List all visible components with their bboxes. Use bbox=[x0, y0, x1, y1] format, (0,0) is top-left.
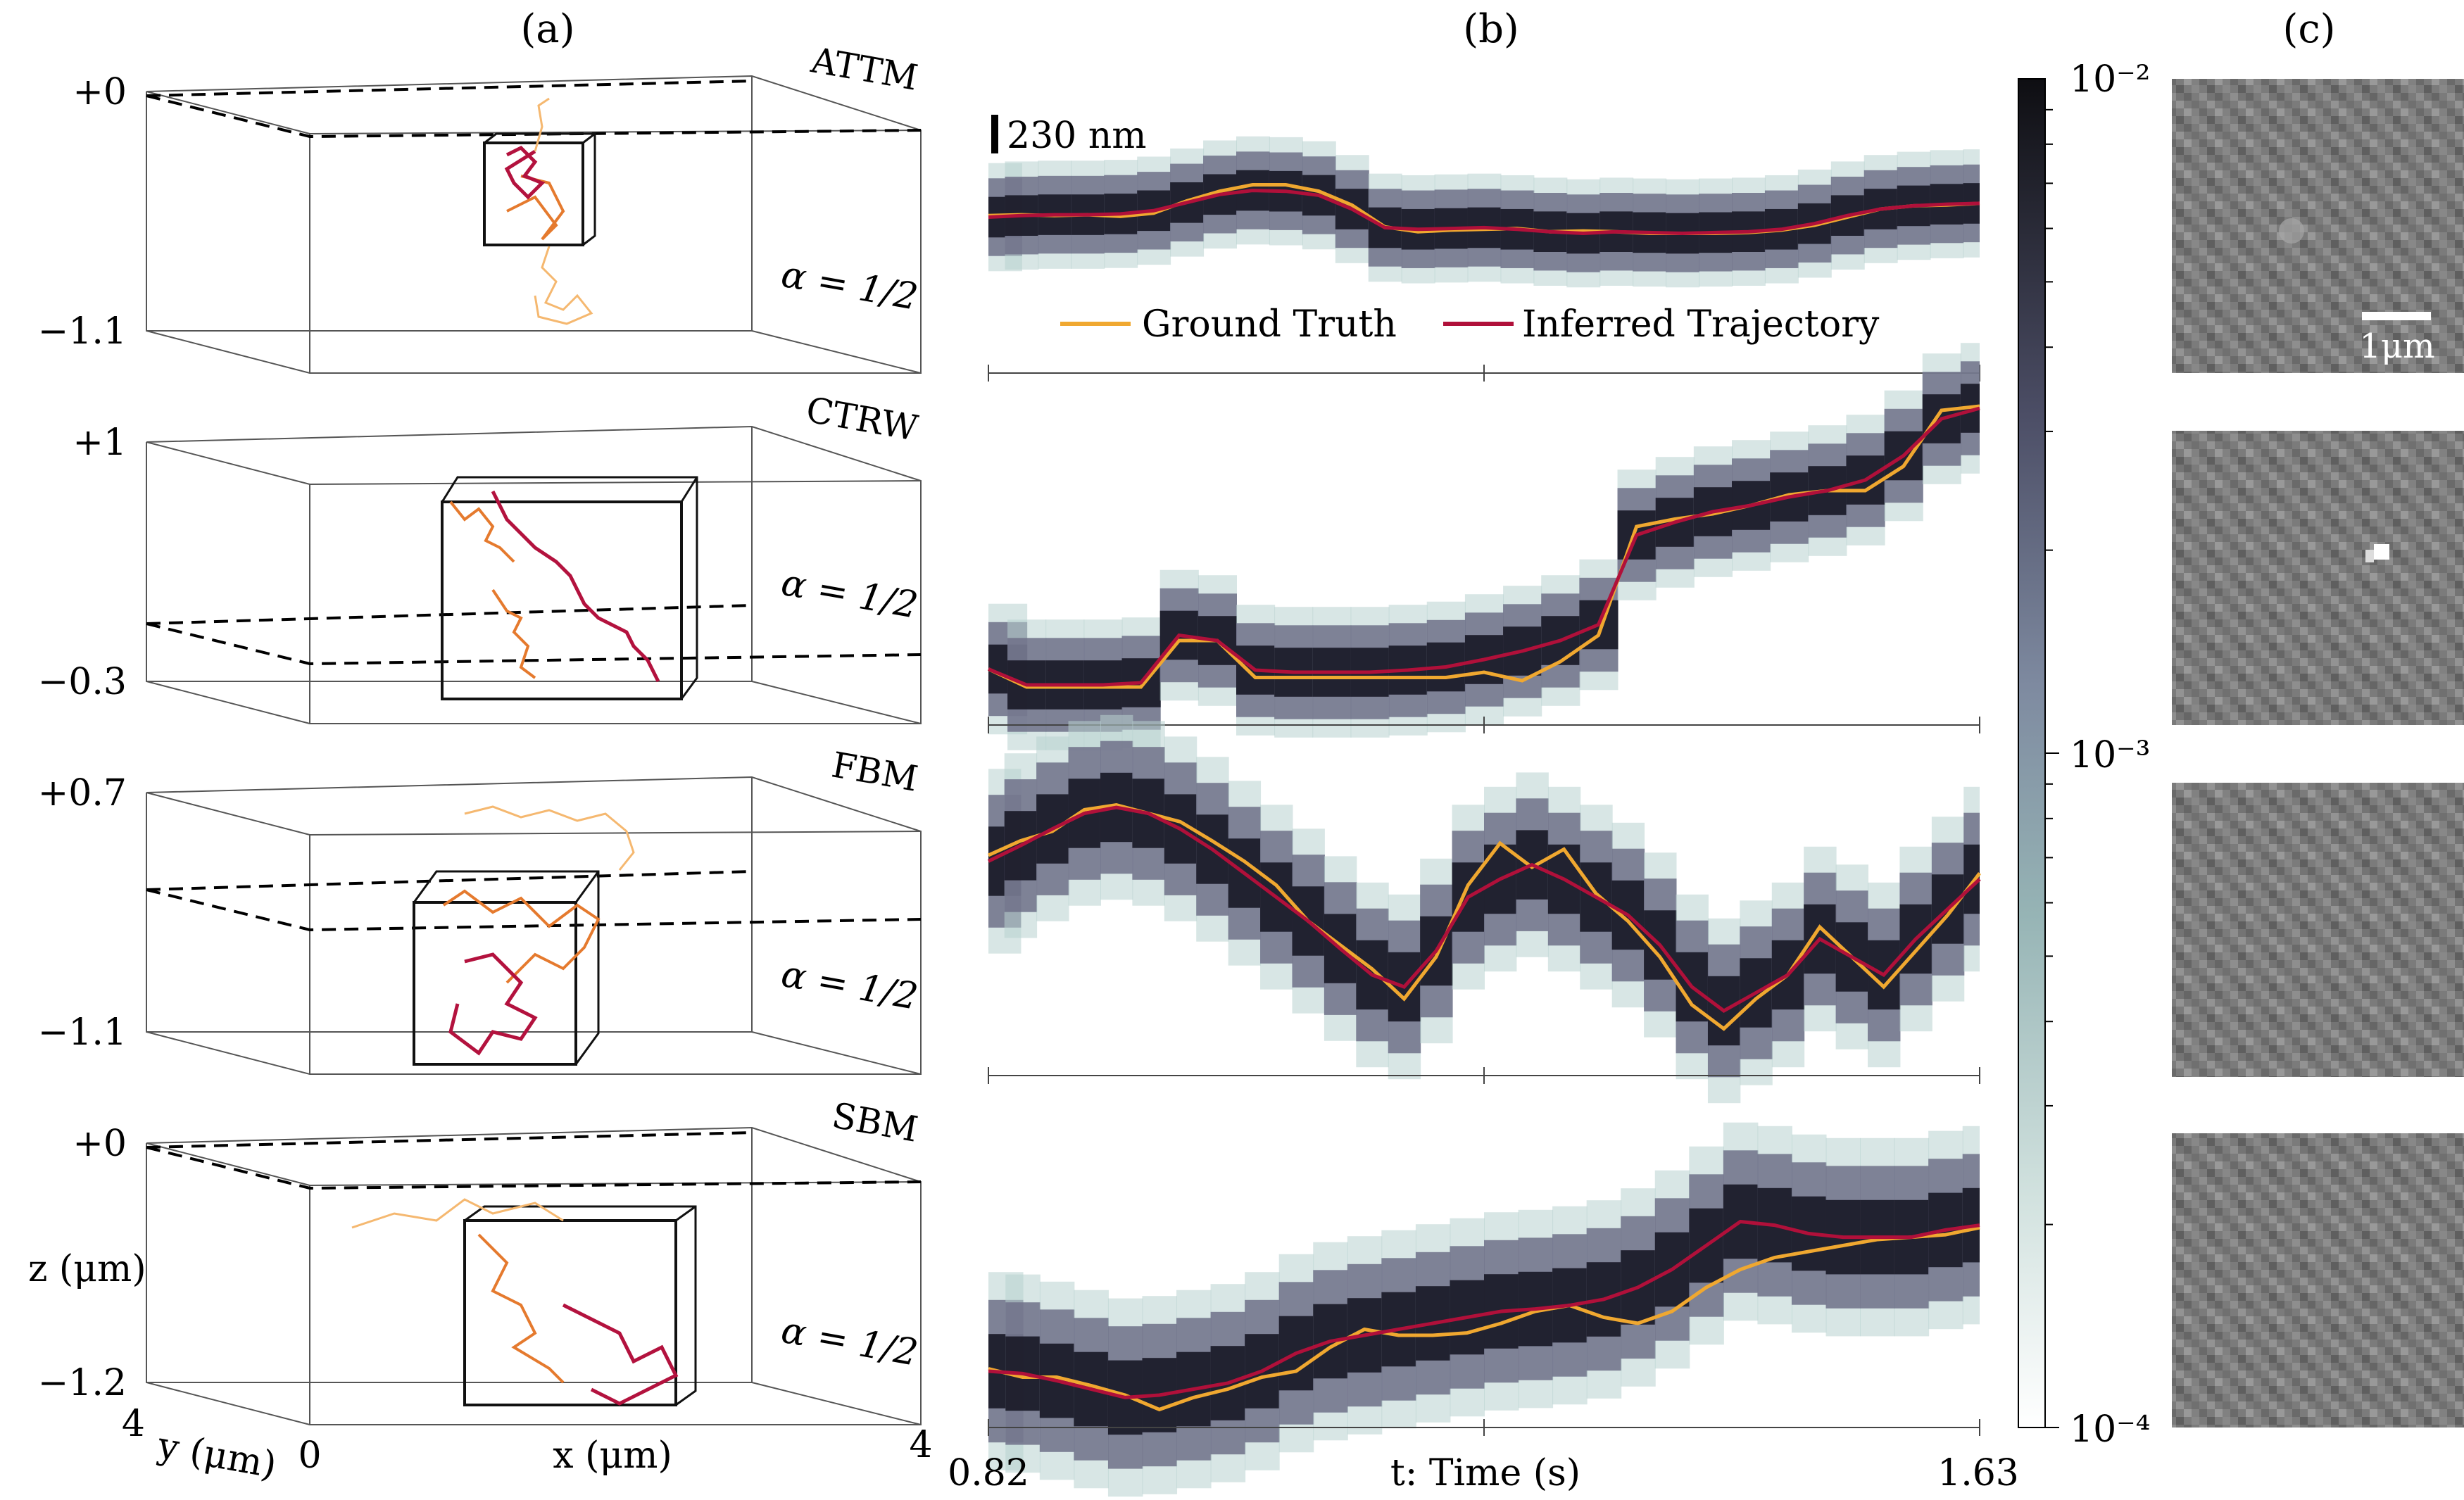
scale-bar-c-label: 1μm bbox=[2359, 327, 2434, 366]
microscopy-image-2 bbox=[2172, 431, 2464, 725]
y-max-tick: 4 bbox=[122, 1403, 145, 1445]
alpha-label: α = 1/2 bbox=[778, 253, 921, 319]
model-label: FBM bbox=[829, 744, 921, 799]
colorbar-tick-high: 10⁻² bbox=[2070, 58, 2150, 101]
scale-bar-label: 230 nm bbox=[1007, 115, 1147, 157]
alpha-label: α = 1/2 bbox=[778, 1309, 921, 1375]
model-label: SBM bbox=[829, 1095, 921, 1149]
model-label: CTRW bbox=[803, 389, 922, 449]
z-bottom-tick: −1.1 bbox=[38, 310, 127, 353]
x-max-tick: 1.63 bbox=[1937, 1452, 2019, 1494]
legend-ground-truth: Ground Truth bbox=[1142, 303, 1397, 346]
z-bottom-tick: −1.1 bbox=[38, 1011, 127, 1054]
z-bottom-tick: −1.2 bbox=[38, 1362, 127, 1404]
alpha-label: α = 1/2 bbox=[778, 562, 921, 627]
panel-a: ATTM α = 1/2 +0 −1.1 CTRW α = 1/2 +1 bbox=[28, 39, 933, 1487]
panel-a-row-sbm: SBM α = 1/2 +0 −1.2 bbox=[38, 1095, 922, 1425]
legend: Ground Truth Inferred Trajectory bbox=[1060, 303, 1880, 346]
panel-a-row-fbm: FBM α = 1/2 +0.7 −1.1 bbox=[38, 744, 922, 1075]
trajectory-light bbox=[534, 246, 593, 325]
microscopy-image-3 bbox=[2172, 783, 2464, 1077]
inferred-line-sbm bbox=[988, 1219, 1980, 1399]
colorbar: 10⁻² 10⁻³ 10⁻⁴ bbox=[2018, 58, 2150, 1451]
inferred-line-attm bbox=[988, 189, 1980, 236]
y-axis-label: y (μm) bbox=[154, 1425, 279, 1487]
box-frame bbox=[146, 75, 922, 374]
origin-tick: 0 bbox=[298, 1435, 321, 1477]
panel-label-a: (a) bbox=[520, 6, 574, 52]
z-top-tick: +0 bbox=[73, 71, 127, 113]
z-top-tick: +0.7 bbox=[38, 772, 127, 814]
z-axis-label: z (μm) bbox=[28, 1248, 146, 1290]
model-label: ATTM bbox=[807, 39, 921, 99]
colorbar-gradient bbox=[2018, 78, 2046, 1428]
panel-label-b: (b) bbox=[1463, 6, 1519, 52]
heat-cell bbox=[1963, 844, 1980, 914]
x-axis-label: t: Time (s) bbox=[1390, 1452, 1580, 1494]
colorbar-tick-mid: 10⁻³ bbox=[2070, 734, 2150, 776]
ground-truth-line-sbm bbox=[988, 1225, 1980, 1412]
scale-bar-c bbox=[2362, 312, 2431, 320]
trajectory-rows bbox=[987, 136, 1981, 1497]
trajectory-mid bbox=[506, 175, 565, 241]
legend-inferred: Inferred Trajectory bbox=[1522, 303, 1880, 346]
panel-label-c: (c) bbox=[2282, 6, 2335, 52]
colorbar-ticks bbox=[2045, 108, 2059, 1428]
inferred-line-ctrw bbox=[988, 406, 1980, 687]
x-min-tick: 0.82 bbox=[948, 1452, 1029, 1494]
x-max-tick: 4 bbox=[909, 1424, 932, 1466]
trajectory-dark bbox=[504, 145, 546, 200]
z-top-tick: +0 bbox=[73, 1123, 127, 1165]
z-bottom-tick: −0.3 bbox=[38, 661, 127, 703]
colorbar-tick-low: 10⁻⁴ bbox=[2070, 1408, 2150, 1451]
z-top-tick: +1 bbox=[73, 422, 127, 464]
panel-b: 230 nm Ground Truth Inferred Trajectory … bbox=[948, 115, 2019, 1497]
microscopy-image-4 bbox=[2172, 1133, 2464, 1427]
inferred-line-fbm bbox=[987, 805, 1981, 1013]
microscopy-image-1 bbox=[2172, 79, 2464, 373]
panel-a-row-ctrw: CTRW α = 1/2 +1 −0.3 bbox=[38, 389, 922, 724]
alpha-label: α = 1/2 bbox=[778, 953, 921, 1019]
inner-box bbox=[483, 141, 584, 246]
panel-c: 1μm bbox=[2172, 79, 2464, 1427]
panel-a-row-attm: ATTM α = 1/2 +0 −1.1 bbox=[38, 39, 922, 374]
x-axis-label: x (μm) bbox=[553, 1435, 672, 1477]
scale-bar bbox=[991, 115, 998, 153]
